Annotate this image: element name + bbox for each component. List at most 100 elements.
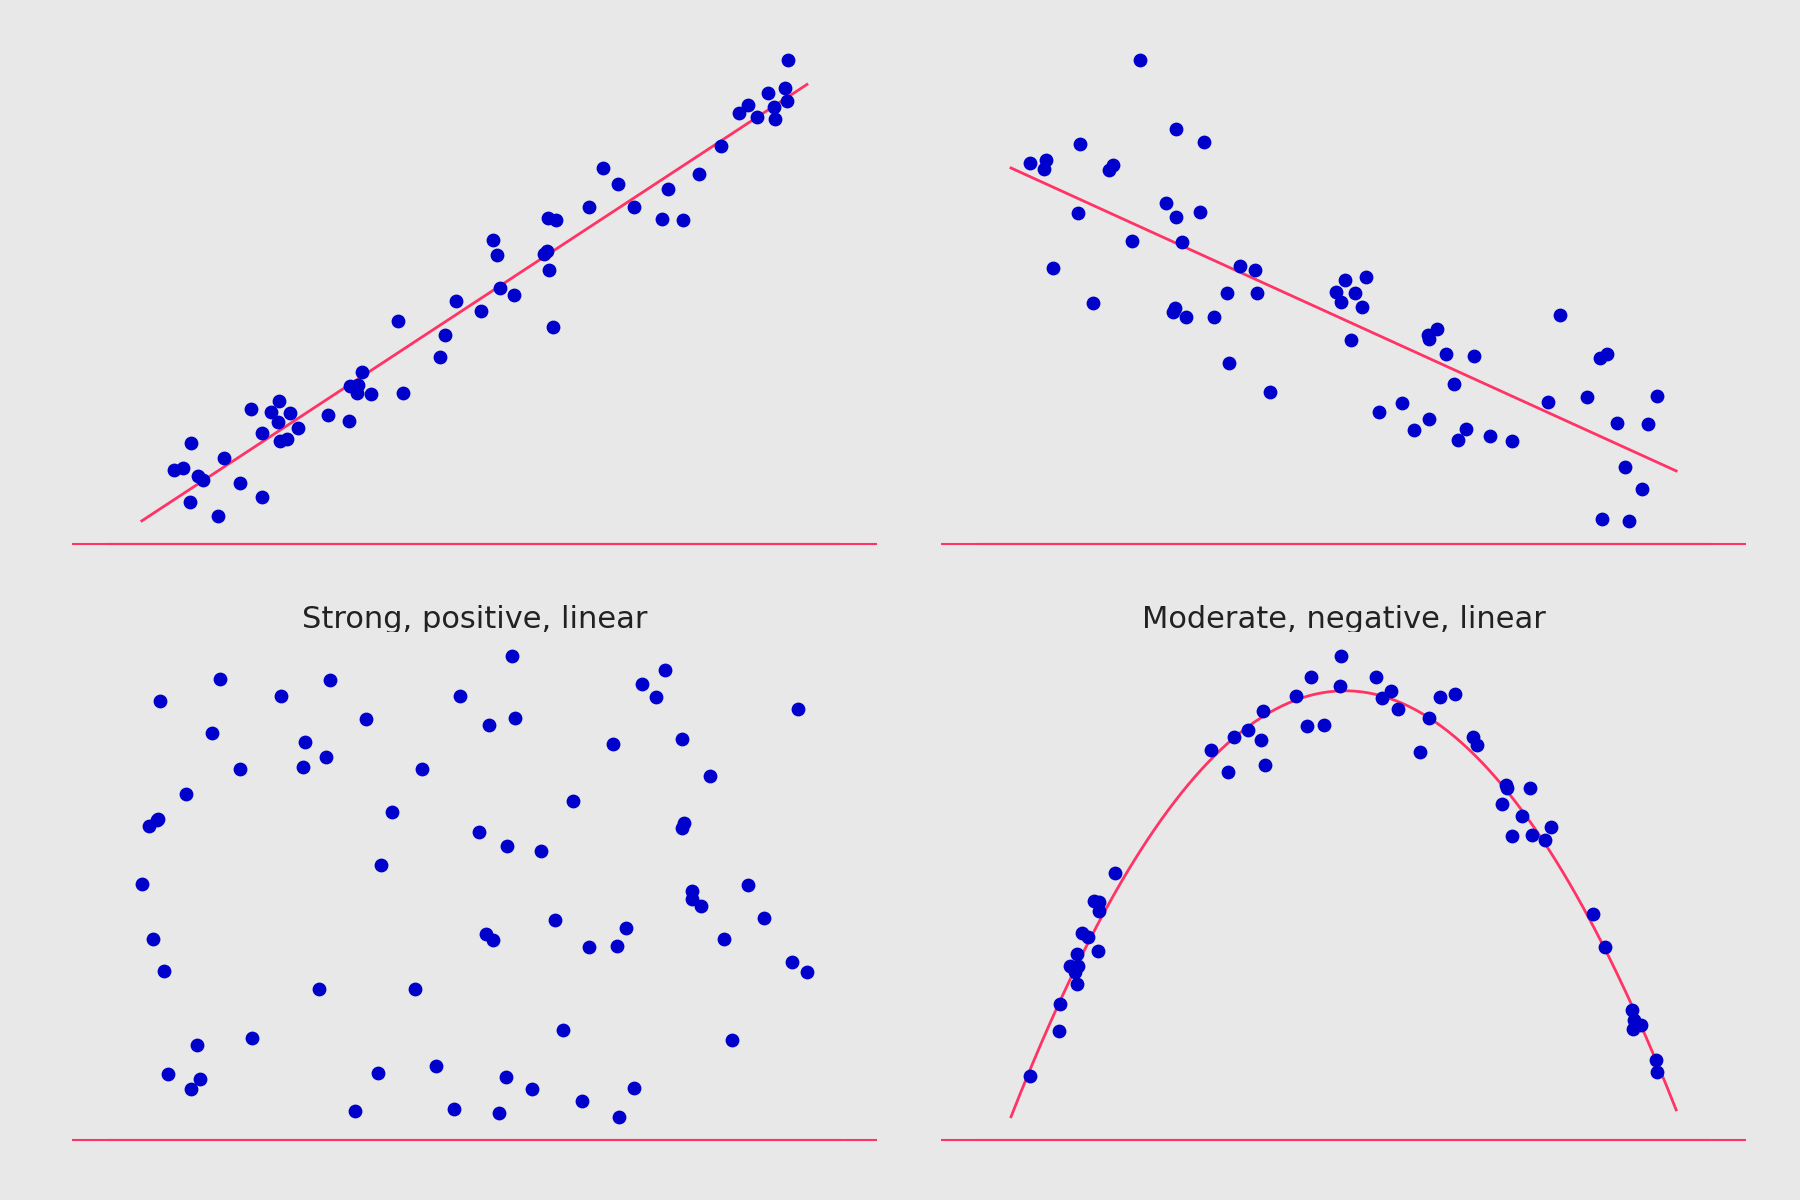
Point	[430, 325, 459, 344]
Point	[491, 1068, 520, 1087]
Point	[734, 96, 763, 115]
Point	[679, 889, 707, 908]
Point	[313, 406, 342, 425]
Point	[1062, 944, 1091, 964]
Point	[605, 174, 634, 193]
Point	[542, 210, 571, 229]
Point	[619, 1079, 648, 1098]
Point	[344, 376, 373, 395]
Point	[1094, 161, 1123, 180]
Point	[1368, 689, 1397, 708]
Point	[648, 209, 677, 228]
Point	[149, 961, 178, 980]
Point	[500, 709, 529, 728]
Point	[670, 814, 698, 833]
Point	[1588, 509, 1616, 528]
Point	[1084, 893, 1112, 912]
Point	[439, 1100, 468, 1120]
Point	[257, 402, 286, 421]
Point	[466, 301, 495, 320]
Point	[409, 760, 437, 779]
Point	[1361, 667, 1390, 686]
Point	[479, 230, 508, 250]
Point	[464, 823, 493, 842]
Point	[1100, 156, 1129, 175]
Point	[347, 362, 376, 382]
Point	[1633, 414, 1661, 433]
Point	[1537, 817, 1566, 836]
Point	[1444, 431, 1472, 450]
Point	[1159, 302, 1188, 322]
Point	[1325, 677, 1354, 696]
Point	[1415, 708, 1444, 727]
Point	[574, 197, 603, 216]
Point	[1462, 736, 1490, 755]
Point	[225, 473, 254, 492]
Point	[709, 929, 738, 948]
Point	[538, 318, 567, 337]
Point	[535, 260, 563, 280]
Point	[142, 810, 171, 829]
Point	[1030, 160, 1058, 179]
Point	[383, 311, 412, 330]
Point	[236, 400, 265, 419]
Text: Moderate, negative, linear: Moderate, negative, linear	[1141, 605, 1546, 634]
Point	[1341, 283, 1370, 302]
Point	[225, 760, 254, 779]
Point	[574, 937, 603, 956]
Point	[335, 377, 364, 396]
Point	[497, 647, 526, 666]
Point	[1080, 892, 1109, 911]
Point	[670, 211, 698, 230]
Point	[1060, 962, 1089, 982]
Point	[1492, 779, 1521, 798]
Point	[783, 700, 812, 719]
Point	[247, 487, 275, 506]
Point	[493, 836, 522, 856]
Point	[612, 918, 641, 937]
Point	[304, 979, 333, 998]
Point	[1460, 347, 1489, 366]
Point	[135, 816, 164, 835]
Point	[1282, 686, 1310, 706]
Point	[1084, 941, 1112, 960]
Point	[1593, 344, 1622, 364]
Point	[1616, 1001, 1645, 1020]
Point	[1377, 682, 1406, 701]
Point	[1251, 755, 1280, 774]
Point	[605, 1108, 634, 1127]
Point	[1399, 420, 1427, 439]
Point	[171, 785, 200, 804]
Point	[1015, 1067, 1044, 1086]
Point	[425, 348, 454, 367]
Text: Strong, positive, linear: Strong, positive, linear	[302, 605, 648, 634]
Point	[1642, 386, 1670, 406]
Point	[749, 908, 778, 928]
Point	[500, 286, 529, 305]
Point	[1190, 133, 1219, 152]
Point	[1031, 150, 1060, 169]
Point	[1431, 344, 1460, 364]
Point	[472, 925, 500, 944]
Point	[1615, 511, 1643, 530]
Point	[290, 733, 319, 752]
Point	[770, 78, 799, 97]
Point	[653, 180, 682, 199]
Point	[1044, 1021, 1073, 1040]
Point	[558, 791, 587, 810]
Point	[1186, 203, 1215, 222]
Point	[1168, 232, 1197, 251]
Point	[176, 433, 205, 452]
Point	[1415, 330, 1444, 349]
Point	[1453, 419, 1481, 438]
Point	[706, 137, 734, 156]
Point	[266, 686, 295, 706]
Point	[1352, 268, 1381, 287]
Point	[792, 962, 821, 982]
Point	[1327, 647, 1355, 666]
Point	[1492, 775, 1521, 794]
Point	[160, 461, 189, 480]
Point	[1627, 1015, 1656, 1034]
Point	[1213, 763, 1242, 782]
Point	[185, 1069, 214, 1088]
